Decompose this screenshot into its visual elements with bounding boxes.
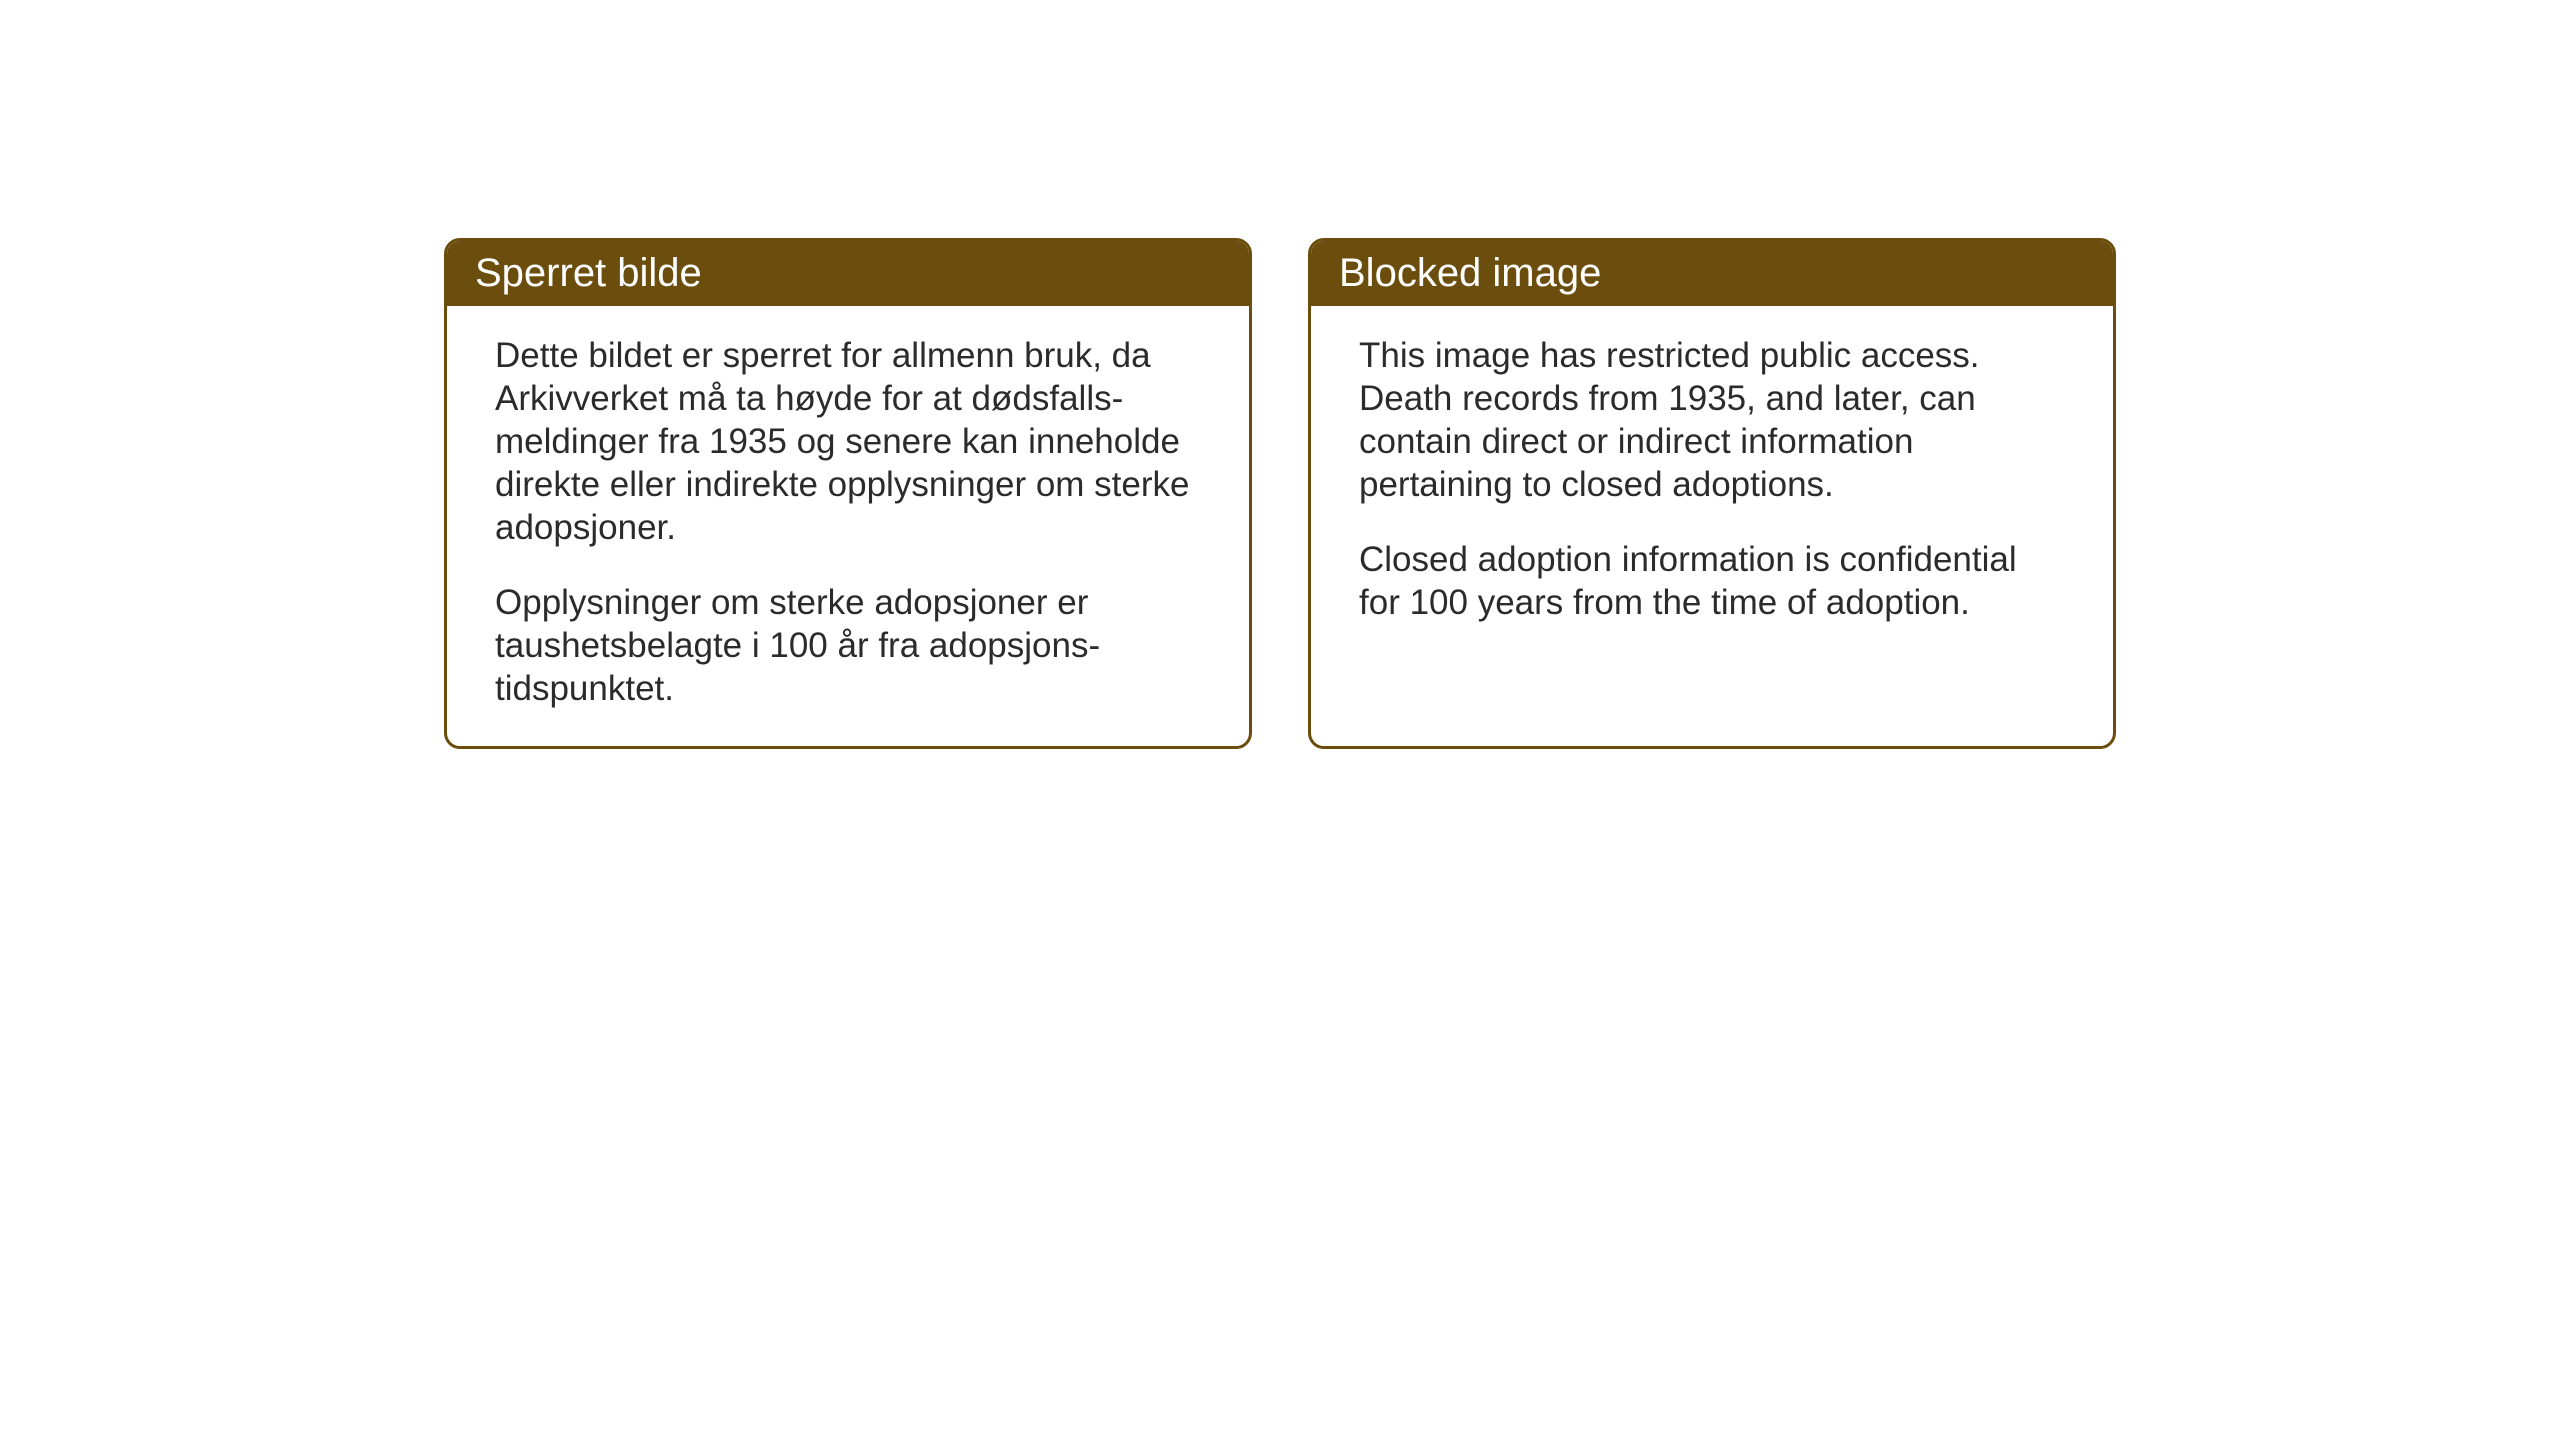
notice-container: Sperret bilde Dette bildet er sperret fo…	[444, 238, 2116, 749]
notice-paragraph-1-english: This image has restricted public access.…	[1359, 334, 2065, 506]
notice-paragraph-2-english: Closed adoption information is confident…	[1359, 538, 2065, 624]
notice-paragraph-2-norwegian: Opplysninger om sterke adopsjoner er tau…	[495, 581, 1201, 710]
notice-title-norwegian: Sperret bilde	[475, 251, 702, 295]
notice-card-norwegian: Sperret bilde Dette bildet er sperret fo…	[444, 238, 1252, 749]
notice-title-english: Blocked image	[1339, 251, 1601, 295]
notice-paragraph-1-norwegian: Dette bildet er sperret for allmenn bruk…	[495, 334, 1201, 549]
notice-header-norwegian: Sperret bilde	[447, 241, 1249, 306]
notice-header-english: Blocked image	[1311, 241, 2113, 306]
notice-body-english: This image has restricted public access.…	[1311, 306, 2113, 746]
notice-body-norwegian: Dette bildet er sperret for allmenn bruk…	[447, 306, 1249, 746]
notice-card-english: Blocked image This image has restricted …	[1308, 238, 2116, 749]
